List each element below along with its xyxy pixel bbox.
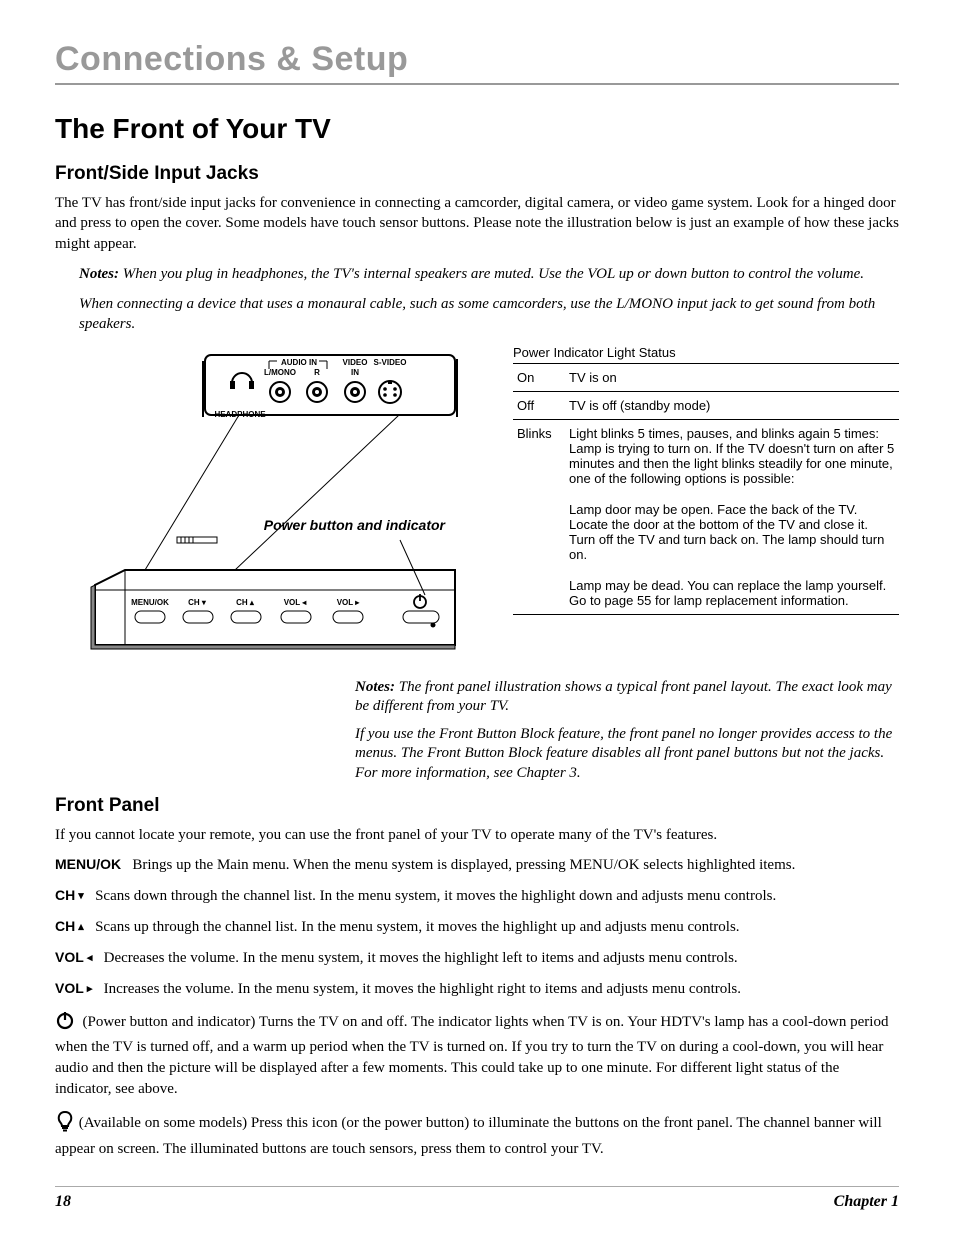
fp-text: Scans up through the channel list. In th… bbox=[95, 919, 740, 935]
fp-item-chdn: CH ▾ Scans down through the channel list… bbox=[55, 886, 899, 907]
svg-text:CH ▴: CH ▴ bbox=[236, 598, 255, 607]
power-icon bbox=[55, 1010, 75, 1037]
status-val: TV is on bbox=[565, 363, 899, 391]
svg-text:CH ▾: CH ▾ bbox=[188, 598, 207, 607]
table-caption: Power Indicator Light Status bbox=[513, 345, 899, 360]
status-key: Off bbox=[513, 391, 565, 419]
triangle-left-icon: ◂ bbox=[84, 951, 93, 966]
bulb-icon bbox=[55, 1110, 75, 1139]
fp-label: CH bbox=[55, 887, 75, 903]
table-row: Lamp may be dead. You can replace the la… bbox=[513, 568, 899, 615]
svg-text:VIDEO: VIDEO bbox=[343, 358, 368, 367]
table-row: On TV is on bbox=[513, 363, 899, 391]
status-key: On bbox=[513, 363, 565, 391]
status-extra: Lamp door may be open. Face the back of … bbox=[565, 492, 899, 568]
table-row: Off TV is off (standby mode) bbox=[513, 391, 899, 419]
triangle-down-icon: ▾ bbox=[75, 889, 84, 904]
chapter-label: Chapter 1 bbox=[834, 1193, 899, 1211]
status-key: Blinks bbox=[513, 419, 565, 492]
svg-text:R: R bbox=[314, 368, 320, 377]
notes-label: Notes: bbox=[79, 266, 119, 282]
fp-label: VOL bbox=[55, 980, 84, 996]
status-val: Light blinks 5 times, pauses, and blinks… bbox=[565, 419, 899, 492]
fp-text: Increases the volume. In the menu system… bbox=[104, 981, 741, 997]
fp-text: (Available on some models) Press this ic… bbox=[55, 1115, 882, 1157]
fp-text: Decreases the volume. In the menu system… bbox=[104, 950, 738, 966]
svg-text:HEADPHONE: HEADPHONE bbox=[214, 410, 266, 419]
fp-text: Scans down through the channel list. In … bbox=[95, 888, 776, 904]
svg-text:MENU/OK: MENU/OK bbox=[131, 598, 169, 607]
note1-text: When you plug in headphones, the TV's in… bbox=[119, 266, 864, 282]
fp-item-volup: VOL ▸ Increases the volume. In the menu … bbox=[55, 979, 899, 1000]
table-row: Lamp door may be open. Face the back of … bbox=[513, 492, 899, 568]
svg-text:Power button and indicator: Power button and indicator bbox=[264, 517, 447, 533]
status-val: TV is off (standby mode) bbox=[565, 391, 899, 419]
svg-text:VOL ◂: VOL ◂ bbox=[284, 598, 308, 607]
svg-text:IN: IN bbox=[351, 368, 359, 377]
power-indicator-table: Power Indicator Light Status On TV is on… bbox=[513, 345, 899, 615]
svg-text:AUDIO IN: AUDIO IN bbox=[281, 358, 317, 367]
triangle-up-icon: ▴ bbox=[75, 920, 84, 935]
chapter-header: Connections & Setup bbox=[55, 40, 899, 85]
page-number: 18 bbox=[55, 1193, 71, 1211]
front-panel-diagram: AUDIO IN L/MONO R VIDEO IN S-VIDEO HEADP… bbox=[55, 345, 495, 665]
front-panel-button-list: MENU/OK Brings up the Main menu. When th… bbox=[55, 855, 899, 1160]
fp-label: CH bbox=[55, 918, 75, 934]
triangle-right-icon: ▸ bbox=[84, 982, 93, 997]
svg-text:VOL ▸: VOL ▸ bbox=[337, 598, 361, 607]
fp-label: MENU/OK bbox=[55, 856, 121, 872]
notes-label: Notes: bbox=[355, 679, 395, 695]
table-row: Blinks Light blinks 5 times, pauses, and… bbox=[513, 419, 899, 492]
subsection-front-panel: Front Panel bbox=[55, 795, 899, 817]
intro-paragraph: The TV has front/side input jacks for co… bbox=[55, 193, 899, 254]
fp-item-bulb: (Available on some models) Press this ic… bbox=[55, 1110, 899, 1160]
note-monaural: When connecting a device that uses a mon… bbox=[79, 294, 899, 335]
diagram-and-table-row: AUDIO IN L/MONO R VIDEO IN S-VIDEO HEADP… bbox=[55, 345, 899, 670]
section-title: The Front of Your TV bbox=[55, 113, 899, 145]
status-table-column: Power Indicator Light Status On TV is on… bbox=[513, 345, 899, 670]
fp-item-menu: MENU/OK Brings up the Main menu. When th… bbox=[55, 855, 899, 876]
note-headphones: Notes: When you plug in headphones, the … bbox=[79, 264, 899, 284]
page-footer: 18 Chapter 1 bbox=[55, 1186, 899, 1211]
fp-item-chup: CH ▴ Scans up through the channel list. … bbox=[55, 917, 899, 938]
svg-text:L/MONO: L/MONO bbox=[264, 368, 296, 377]
diagram-column: AUDIO IN L/MONO R VIDEO IN S-VIDEO HEADP… bbox=[55, 345, 495, 670]
diagram-notes: Notes: The front panel illustration show… bbox=[355, 678, 899, 784]
fp-text: (Power button and indicator) Turns the T… bbox=[55, 1014, 888, 1097]
status-extra: Lamp may be dead. You can replace the la… bbox=[565, 568, 899, 615]
fp-item-power: (Power button and indicator) Turns the T… bbox=[55, 1010, 899, 1100]
front-panel-intro: If you cannot locate your remote, you ca… bbox=[55, 825, 899, 845]
mid-note-1: The front panel illustration shows a typ… bbox=[355, 679, 892, 715]
mid-note-2: If you use the Front Button Block featur… bbox=[355, 725, 899, 784]
fp-item-voldn: VOL ◂ Decreases the volume. In the menu … bbox=[55, 948, 899, 969]
subsection-jacks: Front/Side Input Jacks bbox=[55, 163, 899, 185]
svg-text:S-VIDEO: S-VIDEO bbox=[374, 358, 407, 367]
fp-label: VOL bbox=[55, 949, 84, 965]
fp-text: Brings up the Main menu. When the menu s… bbox=[132, 857, 795, 873]
